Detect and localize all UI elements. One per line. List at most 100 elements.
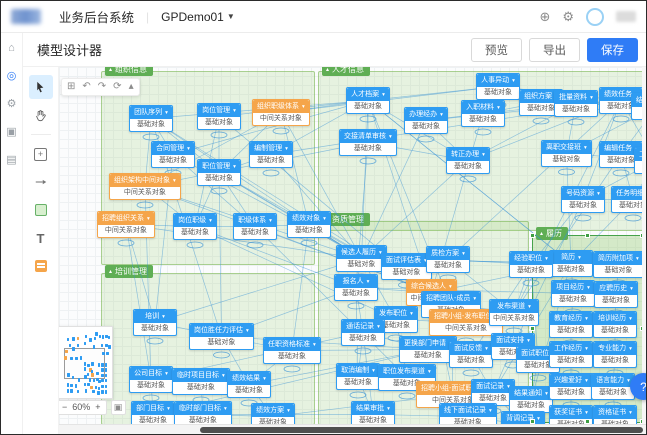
model-node[interactable]: 离职交接班 ▾ 基础对象 <box>541 140 592 168</box>
project-tab[interactable]: GPDemo01 ▼ <box>161 10 235 24</box>
add-note-tool[interactable] <box>29 254 53 278</box>
model-node[interactable]: 教育经历 ▾ 基础对象 <box>549 311 593 339</box>
undo-icon[interactable]: ↶ <box>82 81 91 92</box>
model-node[interactable]: 编制管理 ▾ 基础对象 <box>249 141 293 169</box>
node-title[interactable]: 人才档案 ▾ <box>347 88 389 101</box>
node-title[interactable]: 入职材料 ▾ <box>462 101 504 114</box>
node-title[interactable]: 背调记录 ▾ <box>502 412 544 425</box>
zoom-out-button[interactable]: − <box>62 402 68 412</box>
model-node[interactable]: 岗位职级 ▾ 基础对象 <box>173 213 217 241</box>
node-title[interactable]: 面试反馈 ▾ <box>450 342 492 355</box>
node-title[interactable]: 取消编制 ▾ <box>337 364 379 377</box>
model-node[interactable]: 职位管理 ▾ 基础对象 <box>197 159 241 187</box>
add-group-tool[interactable] <box>29 198 53 222</box>
node-title[interactable]: 语言能力 ▾ <box>592 374 634 387</box>
node-title[interactable]: 人事异动 ▾ <box>477 74 519 87</box>
node-title[interactable]: 通话记录 ▾ <box>342 320 384 333</box>
node-title[interactable]: 结果通知 ▾ <box>510 387 552 400</box>
avatar[interactable] <box>586 7 604 26</box>
node-title[interactable]: 发布职位 ▾ <box>375 307 417 320</box>
model-node[interactable]: 岗位胜任力评估 ▾ 基础对象 <box>189 323 254 351</box>
model-node[interactable]: 组织架构中间对象 ▾ 中间关系对象 <box>109 173 181 201</box>
model-node[interactable]: 人才档案 ▾ 基础对象 <box>346 87 390 115</box>
model-node[interactable]: 绩效结果 ▾ 基础对象 <box>227 371 271 399</box>
node-title[interactable]: 线下面试记录 ▾ <box>440 404 496 417</box>
node-title[interactable]: 更换部门申请▾ <box>400 337 456 350</box>
model-node[interactable]: 职级体系 ▾ 基础对象 <box>233 213 277 241</box>
node-title[interactable]: 合同管理 ▾ <box>152 142 194 155</box>
model-node[interactable]: 批量资料 ▾ 基础对象 <box>554 90 598 118</box>
resize-handle[interactable] <box>530 326 535 331</box>
node-title[interactable]: 工作经历 ▾ <box>550 342 592 355</box>
node-title[interactable]: 结果审批 ▾ <box>352 402 394 415</box>
model-node[interactable]: 培训 ▾ 基础对象 <box>133 309 177 337</box>
model-node[interactable]: 通话记录 ▾ 基础对象 <box>341 319 385 347</box>
sidebar-item-settings-icon[interactable]: ⚙ <box>6 98 17 110</box>
add-node-tool[interactable]: + <box>29 142 53 166</box>
node-title[interactable]: 号码资源 ▾ <box>562 187 604 200</box>
node-title[interactable]: 部门目标 ▾ <box>132 402 174 415</box>
model-node[interactable]: 任务明细▾基础对象 <box>611 186 646 214</box>
node-title[interactable]: 岗位管理 ▾ <box>198 104 240 117</box>
resize-handle[interactable] <box>585 233 590 238</box>
node-title[interactable]: 转正办理 ▾ <box>447 148 489 161</box>
node-title[interactable]: 公司目标 ▾ <box>130 367 172 380</box>
pan-hand-tool[interactable] <box>29 103 53 127</box>
group-tag[interactable]: ▴ 人才信息 <box>322 67 371 76</box>
model-node[interactable]: 面试评估表 ▾ 基础对象 <box>381 253 432 281</box>
model-canvas[interactable]: ▴组织信息▴人才信息▴资质管理▴培训管理▴履历团队序列▾基础对象岗位管理▾基础对… <box>59 67 646 434</box>
model-node[interactable]: 语言能力 ▾ 基础对象 <box>591 373 635 401</box>
model-node[interactable]: 号码资源 ▾ 基础对象 <box>561 186 605 214</box>
export-button[interactable]: 导出 <box>529 37 580 62</box>
node-title[interactable]: 批量资料 ▾ <box>555 91 597 104</box>
model-node[interactable]: 办理经办 ▾ 基础对象 <box>404 107 448 135</box>
globe-icon[interactable]: ⊕ <box>539 9 551 24</box>
node-title[interactable]: 绩效方案 ▾ <box>252 404 294 417</box>
node-title[interactable]: 任职资格标准 ▾ <box>264 338 320 351</box>
refresh-layout-icon[interactable]: ⟳ <box>113 81 122 92</box>
model-node[interactable]: 面试反馈 ▾ 基础对象 <box>449 341 493 369</box>
minimap[interactable] <box>56 326 113 399</box>
horizontal-scrollbar-thumb[interactable] <box>199 427 644 433</box>
add-text-tool[interactable]: T <box>29 226 53 250</box>
node-title[interactable]: 简历 ▾ <box>550 251 592 264</box>
model-node[interactable]: 任职资格标准 ▾ 基础对象 <box>263 337 321 365</box>
sidebar-item-designer-icon[interactable]: ◎ <box>6 70 17 82</box>
horizontal-scrollbar[interactable] <box>59 424 646 434</box>
zoom-in-button[interactable]: + <box>95 402 101 412</box>
node-title[interactable]: 发布渠道 ▾ <box>490 300 538 313</box>
model-node[interactable]: 结果通知 ▾ 基础对象 <box>509 386 553 414</box>
model-node[interactable]: 专业能力 ▾ 基础对象 <box>593 341 637 369</box>
node-title[interactable]: 职位管理 ▾ <box>198 160 240 173</box>
resize-handle[interactable] <box>530 233 535 238</box>
model-node[interactable]: 人事异动 ▾ 基础对象 <box>476 73 520 101</box>
model-node[interactable]: 转正办理 ▾ 基础对象 <box>446 147 490 175</box>
model-node[interactable]: 取消编制 ▾ 基础对象 <box>336 363 380 391</box>
select-cursor-tool[interactable] <box>28 75 53 99</box>
model-node[interactable]: 岗位管理 ▾ 基础对象 <box>197 103 241 131</box>
node-title[interactable]: 面试评估表 ▾ <box>382 254 431 267</box>
node-title[interactable]: 临时项目目标 ▾ <box>173 369 229 382</box>
sidebar-item-home-icon[interactable]: ⌂ <box>8 42 15 54</box>
model-node[interactable]: 临时项目目标 ▾ 基础对象 <box>172 368 230 396</box>
model-node[interactable]: 经验职位 ▾ 基础对象 <box>509 251 553 279</box>
node-title[interactable]: 办理经办 ▾ <box>405 108 447 121</box>
model-node[interactable]: 工作经历 ▾ 基础对象 <box>549 341 593 369</box>
redo-icon[interactable]: ↷ <box>97 81 107 92</box>
node-title[interactable]: 绩效对象 ▾ <box>288 212 330 225</box>
node-title[interactable]: 岗位胜任力评估 ▾ <box>190 324 253 337</box>
node-title[interactable]: 组织架构中间对象 ▾ <box>110 174 180 187</box>
model-node[interactable]: 简历 ▾ 基础对象 <box>549 250 593 278</box>
group-tag[interactable]: ▴ 组织信息 <box>105 67 154 76</box>
sidebar-item-components-icon[interactable]: ▣ <box>6 126 17 138</box>
node-title[interactable]: 招聘组织关系 ▾ <box>98 212 154 225</box>
node-title[interactable]: 资格证书 ▾ <box>594 406 636 419</box>
model-node[interactable]: 合同管理 ▾ 基础对象 <box>151 141 195 169</box>
add-connector-tool[interactable] <box>29 170 53 194</box>
model-node[interactable]: 兴趣爱好 ▾ 基础对象 <box>549 373 593 401</box>
assistant-fab[interactable]: ? <box>630 373 646 400</box>
group-tag[interactable]: ▴ 履历 <box>536 227 569 240</box>
node-title[interactable]: 面试记录 ▾ <box>472 380 514 393</box>
model-node[interactable]: 报名人 ▾ 基础对象 <box>334 274 378 302</box>
node-title[interactable]: 交接清单审核 ▾ <box>340 130 396 143</box>
